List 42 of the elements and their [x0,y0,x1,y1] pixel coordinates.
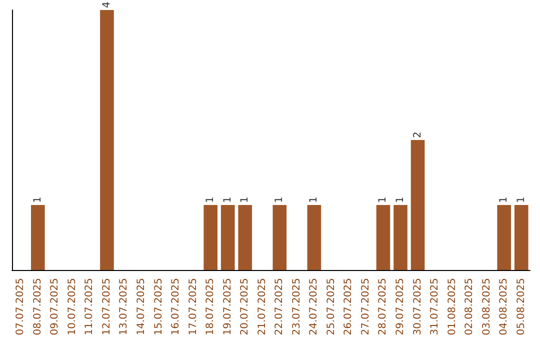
x-tick-label: 13.07.2025 [118,278,130,336]
x-tick-label: 20.07.2025 [240,278,251,336]
x-tick-label: 15.07.2025 [153,278,164,336]
x-tick-label: 12.07.2025 [101,278,112,336]
data-label: 1 [516,196,527,203]
x-tick-label: 23.07.2025 [291,278,302,336]
x-tick-label: 25.07.2025 [326,278,337,336]
x-tick-label: 18.07.2025 [205,278,216,336]
data-label: 1 [378,196,389,203]
x-tick-label: 31.07.2025 [430,278,441,336]
x-tick-label: 16.07.2025 [170,278,182,336]
data-label: 1 [274,196,286,203]
x-tick-label: 05.08.2025 [516,278,527,336]
x-tick-label: 02.08.2025 [464,278,476,336]
x-tick-label: 07.07.2025 [15,278,26,336]
x-tick-label: 01.08.2025 [446,278,458,336]
data-label: 1 [32,196,44,203]
x-tick-label: 24.07.2025 [308,278,320,336]
x-tick-label: 29.07.2025 [395,278,406,336]
x-tick-label: 26.07.2025 [343,278,354,336]
data-label: 1 [240,196,251,203]
data-label: 1 [205,196,216,203]
x-tick-label: 17.07.2025 [188,278,199,336]
data-label: 1 [498,196,510,203]
data-label: 1 [308,196,320,203]
x-tick-label: 04.08.2025 [498,278,510,336]
data-label: 2 [412,132,424,138]
x-tick-label: 14.07.2025 [136,278,147,336]
x-tick-label: 21.07.2025 [256,278,268,336]
x-tick-label: 19.07.2025 [222,278,234,336]
x-tick-label: 22.07.2025 [274,278,286,336]
x-tick-label: 09.07.2025 [50,278,61,336]
data-label: 1 [222,196,234,203]
x-tick-label: 08.07.2025 [32,278,44,336]
x-tick-label: 10.07.2025 [66,278,78,336]
data-label: 4 [101,2,112,8]
data-label: 1 [395,196,406,203]
x-tick-label: 30.07.2025 [412,278,424,336]
x-tick-label: 03.08.2025 [481,278,492,336]
x-tick-label: 11.07.2025 [84,278,96,336]
x-tick-label: 27.07.2025 [360,278,372,336]
x-tick-label: 28.07.2025 [378,278,389,336]
